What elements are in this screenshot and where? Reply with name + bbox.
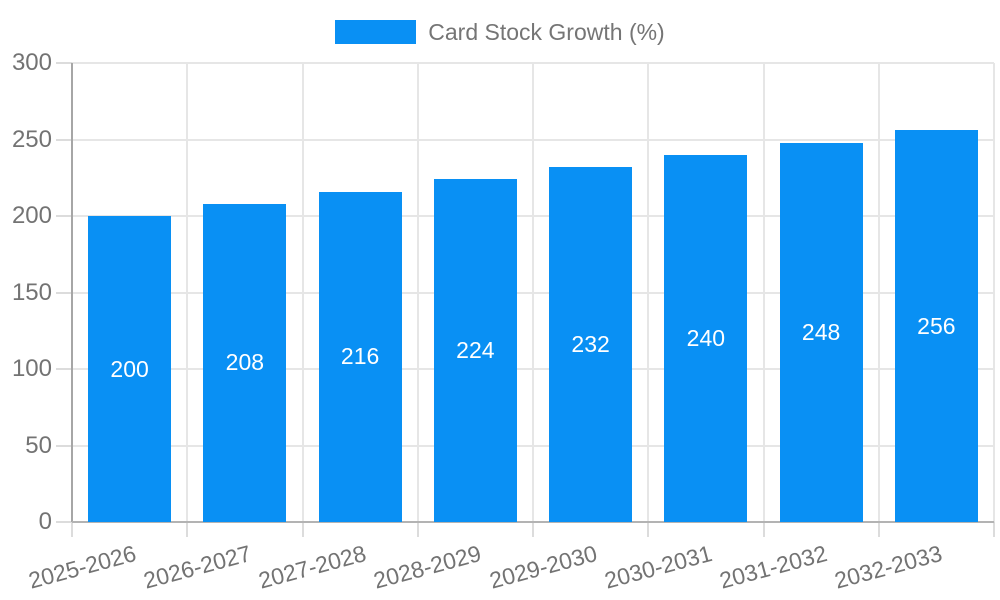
y-axis-tick-label: 150 bbox=[11, 278, 52, 306]
x-gridline bbox=[762, 63, 765, 522]
legend-label: Card Stock Growth (%) bbox=[428, 19, 665, 45]
y-axis-tick-label: 0 bbox=[38, 508, 52, 535]
bar[interactable]: 248 bbox=[779, 142, 863, 522]
bar-value-label: 256 bbox=[917, 312, 956, 339]
bar-value-label: 248 bbox=[801, 318, 841, 345]
bar-value-label: 232 bbox=[571, 331, 610, 357]
bar[interactable]: 208 bbox=[203, 203, 287, 522]
x-gridline bbox=[647, 63, 650, 522]
x-axis-tick bbox=[71, 522, 73, 537]
bar-value-label: 240 bbox=[686, 324, 726, 351]
y-axis-tick bbox=[56, 138, 72, 141]
x-axis-tick bbox=[301, 522, 304, 537]
x-axis-tick bbox=[532, 522, 534, 537]
bar[interactable]: 232 bbox=[549, 167, 633, 522]
bar[interactable]: 216 bbox=[318, 191, 402, 522]
y-axis-tick-label: 200 bbox=[11, 202, 52, 229]
bar[interactable]: 240 bbox=[664, 154, 748, 522]
x-axis-tick bbox=[416, 522, 419, 537]
x-gridline bbox=[186, 63, 189, 522]
y-axis-tick bbox=[56, 291, 72, 294]
bar[interactable]: 256 bbox=[894, 130, 978, 522]
y-axis-tick-label: 50 bbox=[25, 431, 52, 459]
y-axis-tick bbox=[56, 444, 72, 447]
x-axis-tick bbox=[647, 522, 650, 537]
bar-value-label: 208 bbox=[225, 349, 265, 376]
x-axis-tick bbox=[186, 522, 189, 537]
bar-value-label: 224 bbox=[456, 337, 495, 364]
x-gridline bbox=[877, 63, 880, 522]
x-axis-tick bbox=[993, 522, 995, 537]
y-axis-tick-label: 250 bbox=[11, 125, 52, 153]
bar-value-label: 216 bbox=[340, 343, 380, 370]
x-axis-tick bbox=[877, 522, 880, 537]
y-axis-tick bbox=[56, 521, 72, 523]
bar-value-label: 200 bbox=[110, 355, 149, 382]
y-axis-line bbox=[71, 63, 73, 522]
y-axis-tick-label: 300 bbox=[11, 49, 52, 76]
x-gridline bbox=[301, 63, 304, 522]
y-axis-tick-label: 100 bbox=[11, 355, 52, 382]
y-axis-tick bbox=[56, 62, 72, 64]
y-axis-tick bbox=[56, 215, 72, 217]
x-gridline bbox=[532, 63, 534, 522]
x-axis-tick bbox=[762, 522, 765, 537]
y-axis-tick bbox=[56, 368, 72, 370]
legend-swatch bbox=[335, 20, 417, 44]
x-gridline bbox=[416, 63, 419, 522]
bar[interactable]: 224 bbox=[433, 179, 517, 522]
legend-item[interactable]: Card Stock Growth (%) bbox=[0, 19, 1000, 45]
x-axis-line bbox=[72, 521, 994, 523]
x-gridline bbox=[993, 63, 995, 522]
bar[interactable]: 200 bbox=[88, 216, 172, 522]
